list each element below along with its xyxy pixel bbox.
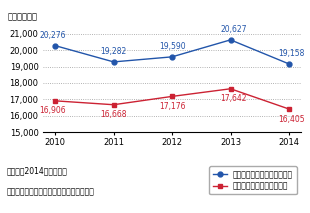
- Text: 19,282: 19,282: [100, 47, 127, 56]
- 国内宿泊観光旅行延べ人数: [53, 99, 57, 102]
- Legend: 国内日帰り観光旅行延べ人数, 国内宿泊観光旅行延べ人数: 国内日帰り観光旅行延べ人数, 国内宿泊観光旅行延べ人数: [209, 166, 297, 194]
- 国内日帰り観光旅行延べ人数: [170, 56, 174, 58]
- Text: 資料）観光庁「旅行・観光消費動向調査」: 資料）観光庁「旅行・観光消費動向調査」: [6, 187, 94, 196]
- Text: 20,276: 20,276: [39, 31, 66, 40]
- Text: 16,405: 16,405: [278, 115, 305, 124]
- 国内宿泊観光旅行延べ人数: [287, 108, 291, 110]
- 国内宿泊観光旅行延べ人数: [112, 104, 115, 106]
- Text: 20,627: 20,627: [220, 25, 246, 34]
- 国内宿泊観光旅行延べ人数: [170, 95, 174, 98]
- Text: 19,158: 19,158: [279, 49, 305, 58]
- Line: 国内宿泊観光旅行延べ人数: 国内宿泊観光旅行延べ人数: [53, 87, 291, 111]
- 国内日帰り観光旅行延べ人数: [229, 39, 232, 41]
- Text: （注）　2014年は速報値: （注） 2014年は速報値: [6, 166, 67, 175]
- 国内宿泊観光旅行延べ人数: [229, 88, 232, 90]
- Line: 国内日帰り観光旅行延べ人数: 国内日帰り観光旅行延べ人数: [53, 37, 291, 66]
- 国内日帰り観光旅行延べ人数: [53, 44, 57, 47]
- Text: （万人・回）: （万人・回）: [7, 12, 38, 21]
- Text: 17,642: 17,642: [220, 94, 246, 103]
- Text: 17,176: 17,176: [159, 102, 185, 111]
- Text: 16,668: 16,668: [100, 110, 127, 119]
- 国内日帰り観光旅行延べ人数: [112, 61, 115, 63]
- 国内日帰り観光旅行延べ人数: [287, 63, 291, 65]
- Text: 16,906: 16,906: [39, 106, 66, 115]
- Text: 19,590: 19,590: [159, 42, 185, 51]
